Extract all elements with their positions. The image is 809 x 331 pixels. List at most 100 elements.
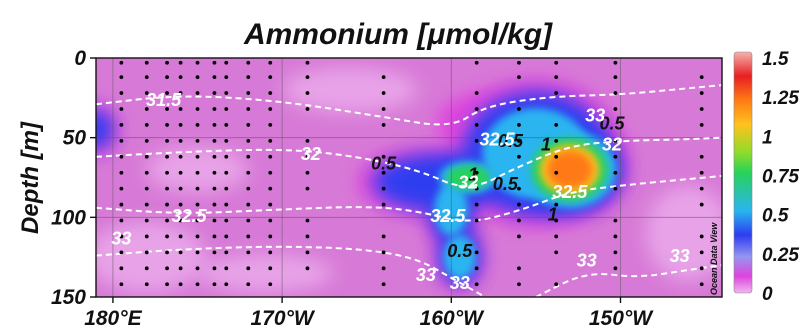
- sample-point-7-8: [246, 186, 251, 191]
- contour-label-0: 0.5: [371, 154, 397, 174]
- heatmap-field: [96, 67, 722, 293]
- sample-point-13-1: [554, 75, 559, 80]
- sample-point-15-2: [699, 91, 704, 95]
- sample-point-6-3: [224, 107, 229, 111]
- contour-label-13: 32: [458, 173, 478, 193]
- sample-point-13-9: [554, 202, 559, 207]
- isopycnal-2: [96, 174, 722, 222]
- sample-point-3-11: [178, 234, 183, 239]
- colorbar-tick-label-5: 0.25: [762, 245, 799, 266]
- sample-point-13-14: [554, 282, 559, 287]
- sample-point-5-3: [212, 107, 217, 111]
- x-tick-label-0: 180°E: [84, 307, 142, 330]
- sample-point-5-9: [212, 202, 217, 207]
- sample-point-10-4: [381, 123, 386, 127]
- sample-point-7-2: [246, 91, 251, 95]
- sample-point-3-4: [178, 123, 183, 127]
- sample-point-6-0: [224, 60, 229, 65]
- sample-point-9-10: [305, 218, 310, 223]
- contour-label-16: 32.5: [430, 206, 466, 226]
- sample-point-15-8: [699, 186, 704, 191]
- sample-point-6-2: [224, 91, 229, 95]
- sample-point-3-13: [178, 266, 183, 271]
- sample-point-8-0: [268, 60, 273, 65]
- sample-point-6-4: [224, 123, 229, 127]
- sample-point-8-11: [268, 234, 273, 239]
- sample-point-13-11: [554, 234, 559, 239]
- colorbar: 1.5 1.25 1 0.75 0.5 0.25 0: [733, 49, 799, 305]
- sample-point-7-9: [246, 202, 251, 207]
- sample-point-12-1: [517, 75, 521, 80]
- sample-point-0-12: [119, 250, 124, 255]
- sample-point-3-0: [178, 60, 183, 65]
- sample-point-14-5: [613, 138, 618, 143]
- sample-point-1-2: [144, 91, 149, 95]
- sample-point-6-10: [224, 218, 229, 223]
- sample-point-1-9: [144, 202, 149, 207]
- sample-point-11-7: [474, 170, 479, 175]
- sample-point-4-4: [195, 123, 200, 127]
- sample-point-12-9: [517, 202, 521, 207]
- sample-point-3-1: [178, 75, 183, 80]
- sample-point-0-13: [119, 266, 124, 271]
- sample-point-15-3: [699, 107, 704, 111]
- sample-point-7-6: [246, 154, 251, 159]
- x-tick-label-1: 170°W: [250, 307, 315, 330]
- sample-point-4-5: [195, 138, 200, 143]
- sample-point-10-7: [381, 170, 386, 175]
- sample-point-2-6: [165, 154, 169, 159]
- sample-point-2-3: [165, 107, 169, 111]
- y-tick-label-3: 150: [51, 286, 86, 309]
- y-tick-label-0: 0: [74, 47, 86, 70]
- sample-point-9-6: [305, 154, 310, 159]
- sample-point-10-3: [381, 107, 386, 111]
- sample-point-5-7: [212, 170, 217, 175]
- sample-point-5-4: [212, 123, 217, 127]
- sample-point-14-10: [613, 218, 618, 223]
- sample-point-6-8: [224, 186, 229, 191]
- sample-point-12-14: [517, 282, 521, 287]
- isopycnal-1: [96, 136, 722, 187]
- sample-point-1-14: [144, 282, 149, 287]
- sample-point-4-8: [195, 186, 200, 191]
- sample-point-9-11: [305, 234, 310, 239]
- sample-point-14-6: [613, 154, 618, 159]
- sample-point-14-1: [613, 75, 618, 80]
- sample-point-2-1: [165, 75, 169, 80]
- contour-label-9: 32: [301, 144, 321, 164]
- sample-point-1-12: [144, 250, 149, 255]
- sample-point-2-11: [165, 234, 169, 239]
- sample-point-14-3: [613, 107, 618, 111]
- colorbar-ticks: 1.5 1.25 1 0.75 0.5 0.25 0: [762, 49, 799, 305]
- sample-point-8-1: [268, 75, 273, 80]
- colorbar-tick-label-2: 1: [762, 127, 773, 148]
- sample-point-4-9: [195, 202, 200, 207]
- sample-point-12-0: [517, 60, 521, 65]
- contour-label-4: 1: [541, 134, 551, 154]
- heat-blob-0-5: [546, 150, 593, 189]
- sample-points: [119, 60, 704, 287]
- chart-title: Ammonium [μmol/kg]: [243, 18, 553, 51]
- sample-point-15-1: [699, 75, 704, 80]
- sample-point-4-14: [195, 282, 200, 287]
- contour-label-2: 0.5: [493, 174, 519, 194]
- contour-label-5: 0.5: [600, 114, 626, 134]
- contour-labels: 0.5 1 0.5 0.5 1 0.5 1 0.5 31.5 32 32 33 32.5 32 32.5 33…: [111, 90, 689, 293]
- contour-label-1: 1: [468, 165, 478, 185]
- sample-point-2-2: [165, 91, 169, 95]
- contour-label-10: 32: [602, 134, 622, 154]
- sample-point-10-13: [381, 266, 386, 271]
- sample-point-4-1: [195, 75, 200, 80]
- sample-point-6-9: [224, 202, 229, 207]
- sample-point-5-10: [212, 218, 217, 223]
- low-patch-1: [146, 147, 249, 192]
- sample-point-5-11: [212, 234, 217, 239]
- sample-point-4-11: [195, 234, 200, 239]
- contour-label-14: 32.5: [172, 206, 208, 226]
- sample-point-11-4: [474, 123, 479, 127]
- sample-point-14-2: [613, 91, 618, 95]
- sample-point-1-11: [144, 234, 149, 239]
- sample-point-9-3: [305, 107, 310, 111]
- watermark: Ocean Data View: [709, 222, 719, 295]
